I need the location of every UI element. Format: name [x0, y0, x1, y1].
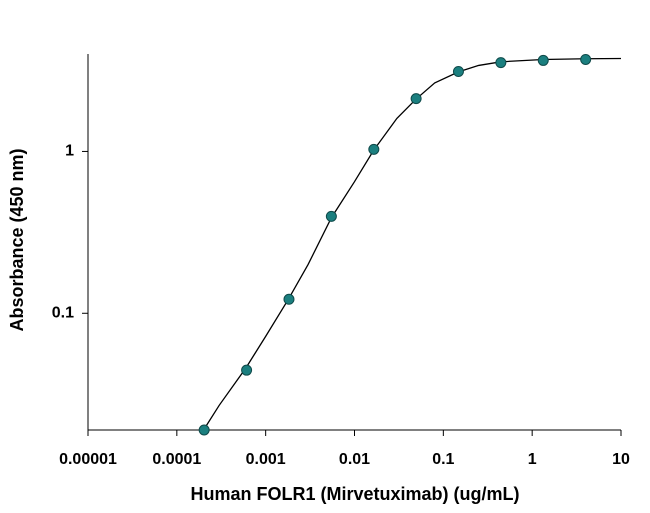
x-tick-label: 0.001 [246, 451, 286, 468]
fit-curve [203, 57, 622, 431]
data-point [283, 293, 295, 305]
x-tick-label: 10 [612, 451, 630, 468]
x-tick-label: 0.00001 [59, 451, 117, 468]
y-axis-title: Absorbance (450 nm) [7, 148, 27, 331]
data-point [241, 364, 253, 376]
y-tick-label: 0.1 [52, 304, 74, 321]
y-tick-label: 1 [65, 143, 74, 160]
data-point [410, 93, 422, 105]
x-tick-label: 0.01 [339, 451, 370, 468]
data-point [325, 210, 337, 222]
data-point [198, 424, 210, 436]
data-point [580, 53, 592, 65]
x-axis-title: Human FOLR1 (Mirvetuximab) (ug/mL) [190, 484, 519, 504]
x-tick-label: 0.1 [432, 451, 454, 468]
data-point [452, 65, 464, 77]
x-tick-label: 0.0001 [152, 451, 201, 468]
data-point [537, 54, 549, 66]
data-point [495, 57, 507, 69]
x-tick-label: 1 [528, 451, 537, 468]
data-point [368, 143, 380, 155]
